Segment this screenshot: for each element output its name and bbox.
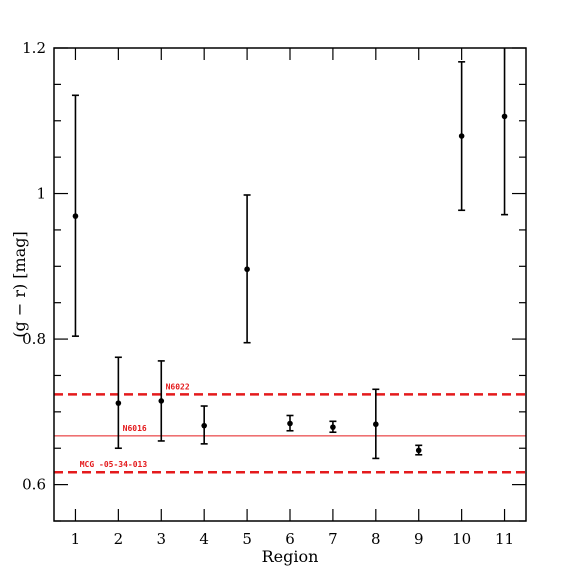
tick-labels: 1 2 3 4 5 6 7 8 9 10 11 0.6 0.8 1 1.2 [22, 39, 514, 548]
reference-line-label-2: N6016 [123, 424, 147, 433]
data-point-5 [244, 266, 250, 273]
reference-line-label-1: N6022 [166, 382, 190, 391]
data-points [72, 113, 508, 454]
reference-line-label-3: MCG -05-34-013 [80, 460, 148, 469]
x-tick-label: 7 [328, 530, 338, 548]
data-point-2 [115, 400, 122, 406]
y-tick-label: 1 [36, 185, 46, 203]
x-tick-label: 6 [285, 530, 295, 548]
x-tick-label: 11 [495, 530, 514, 548]
data-point-3 [158, 398, 165, 404]
x-axis-label: Region [262, 547, 319, 566]
x-tick-label: 8 [371, 530, 381, 548]
error-bar-11 [501, 48, 509, 216]
data-point-9 [415, 447, 422, 454]
plot-frame [53, 47, 527, 522]
data-point-1 [72, 213, 79, 219]
data-point-4 [201, 422, 207, 429]
data-point-7 [330, 424, 336, 430]
data-point-6 [287, 420, 293, 427]
x-tick-label: 2 [114, 530, 124, 548]
axis-ticks [54, 47, 526, 522]
reference-lines: N6022 N6016 MCG -05-34-013 [54, 382, 526, 474]
x-tick-label: 9 [414, 530, 424, 548]
y-tick-label: 1.2 [22, 39, 46, 57]
error-bars [71, 48, 509, 460]
y-axis-label: (g − r) [mag] [10, 231, 29, 337]
data-point-10 [458, 133, 465, 139]
data-point-11 [501, 113, 508, 120]
x-tick-label: 10 [452, 530, 471, 548]
x-tick-label: 3 [156, 530, 166, 548]
y-tick-label: 0.6 [22, 476, 46, 494]
x-tick-label: 1 [71, 530, 81, 548]
y-tick-label: 0.8 [22, 330, 46, 348]
data-point-8 [373, 421, 379, 428]
x-tick-label: 4 [199, 530, 209, 548]
x-tick-label: 5 [242, 530, 252, 548]
